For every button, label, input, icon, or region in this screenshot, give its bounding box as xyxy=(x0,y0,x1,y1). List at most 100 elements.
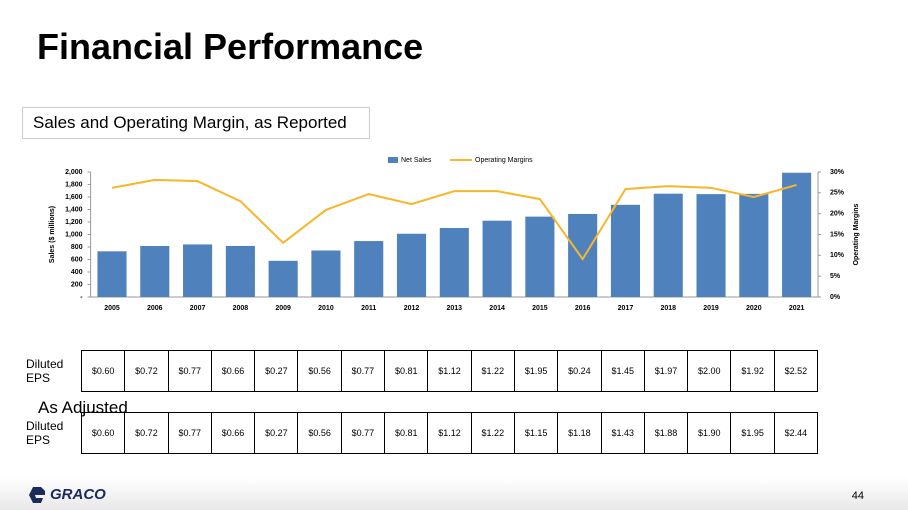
x-tick-label: 2012 xyxy=(404,305,420,312)
bar xyxy=(739,193,769,297)
y2-tick-label: 0% xyxy=(830,294,841,301)
bar xyxy=(610,204,641,297)
eps-cell: $1.45 xyxy=(600,350,645,392)
eps-cell: $0.60 xyxy=(81,350,126,392)
bar xyxy=(354,241,384,297)
bar xyxy=(568,213,598,297)
y-tick-label: 400 xyxy=(71,269,83,276)
y2-tick-label: 5% xyxy=(830,273,841,280)
y-tick-label: 1,200 xyxy=(65,219,83,226)
eps-cell: $0.72 xyxy=(124,412,169,454)
eps-cell: $1.95 xyxy=(513,350,559,392)
eps-cell: $1.22 xyxy=(470,412,515,454)
x-tick-label: 2014 xyxy=(489,305,505,312)
bar xyxy=(439,228,469,297)
eps-cell: $1.92 xyxy=(730,350,775,392)
eps-cell: $0.72 xyxy=(124,350,169,392)
page-number: 44 xyxy=(851,490,864,502)
x-tick-label: 2016 xyxy=(575,305,591,312)
logo-icon xyxy=(29,487,45,503)
eps-cell: $2.00 xyxy=(687,350,732,392)
eps-cell: $0.77 xyxy=(167,412,212,454)
eps-cell: $0.27 xyxy=(254,350,299,392)
y2-axis-title: Operating Margins xyxy=(853,203,860,265)
legend-label: Operating Margins xyxy=(475,157,533,164)
y2-tick-label: 25% xyxy=(830,190,845,197)
eps-cell: $1.95 xyxy=(730,412,775,454)
eps-cell: $0.77 xyxy=(340,350,386,392)
bar xyxy=(268,260,298,297)
x-tick-label: 2015 xyxy=(532,305,548,312)
legend-swatch xyxy=(388,157,398,163)
eps-cell: $1.97 xyxy=(643,350,689,392)
eps-cell: $2.44 xyxy=(773,412,819,454)
y2-tick-label: 10% xyxy=(830,252,845,259)
eps-cell: $1.12 xyxy=(427,412,472,454)
bar xyxy=(140,246,170,297)
eps-cell: $1.15 xyxy=(513,412,559,454)
row-label: Diluted EPS xyxy=(26,357,64,385)
bar xyxy=(696,194,726,297)
bar xyxy=(311,250,341,297)
bar xyxy=(396,233,427,297)
eps-cell: $1.18 xyxy=(557,412,602,454)
x-tick-label: 2008 xyxy=(233,305,249,312)
eps-cell: $0.66 xyxy=(210,412,256,454)
subtitle: Sales and Operating Margin, as Reported xyxy=(22,107,370,139)
x-tick-label: 2020 xyxy=(746,305,762,312)
y2-tick-label: 15% xyxy=(830,231,845,238)
x-tick-label: 2017 xyxy=(618,305,634,312)
footer: GRACO 44 xyxy=(0,478,908,510)
slide-title: Financial Performance xyxy=(37,26,424,67)
y-tick-label: 800 xyxy=(71,244,83,251)
x-tick-label: 2006 xyxy=(147,305,163,312)
eps-cell: $1.12 xyxy=(427,350,472,392)
y-tick-label: 1,000 xyxy=(65,231,83,238)
eps-cell: $0.56 xyxy=(297,350,342,392)
y2-tick-label: 20% xyxy=(830,211,845,218)
bar xyxy=(525,216,555,297)
x-tick-label: 2010 xyxy=(318,305,334,312)
y-tick-label: 1,600 xyxy=(65,194,83,201)
eps-cell: $0.24 xyxy=(557,350,602,392)
bar xyxy=(97,251,127,297)
x-tick-label: 2009 xyxy=(275,305,291,312)
x-tick-label: 2019 xyxy=(703,305,719,312)
bar xyxy=(183,244,213,297)
y-axis-title: Sales ($ millions) xyxy=(49,206,56,263)
x-tick-label: 2005 xyxy=(104,305,120,312)
eps-cell: $0.60 xyxy=(81,412,126,454)
eps-cell: $0.77 xyxy=(340,412,386,454)
y-tick-label: 1,800 xyxy=(65,181,83,188)
row-label: Diluted EPS xyxy=(26,419,64,447)
eps-cell: $0.27 xyxy=(254,412,299,454)
x-tick-label: 2007 xyxy=(190,305,206,312)
eps-cell: $1.88 xyxy=(643,412,689,454)
eps-cell: $1.43 xyxy=(600,412,645,454)
x-tick-label: 2013 xyxy=(447,305,463,312)
y-tick-label: - xyxy=(80,294,83,301)
eps-cell: $1.90 xyxy=(687,412,732,454)
y-tick-label: 200 xyxy=(71,281,83,288)
bar xyxy=(782,172,812,297)
eps-cell: $0.77 xyxy=(167,350,212,392)
chart: - 200 400 600 800 1,000 1,200 1,400 1,600 1,800 2,… xyxy=(49,157,860,312)
eps-table: Diluted EPS $0.60 $0.72 $0.77 $0.66 $0.27 $0.5… xyxy=(26,412,819,454)
legend-label: Net Sales xyxy=(401,157,432,164)
logo: GRACO xyxy=(50,486,106,503)
x-tick-label: 2011 xyxy=(361,305,376,312)
y-tick-label: 600 xyxy=(71,256,83,263)
margin-line xyxy=(111,178,797,261)
eps-table: Diluted EPS $0.60 $0.72 $0.77 $0.66 $0.27 $0.5… xyxy=(26,350,819,392)
y2-tick-label: 30% xyxy=(830,169,845,176)
eps-cell: $0.66 xyxy=(210,350,256,392)
eps-cell: $0.81 xyxy=(384,412,429,454)
x-tick-label: 2021 xyxy=(789,305,805,312)
bar xyxy=(225,245,255,297)
eps-cell: $0.81 xyxy=(384,350,429,392)
x-tick-label: 2018 xyxy=(660,305,676,312)
eps-cell: $1.22 xyxy=(470,350,515,392)
bar xyxy=(653,193,683,297)
eps-cell: $2.52 xyxy=(773,350,819,392)
